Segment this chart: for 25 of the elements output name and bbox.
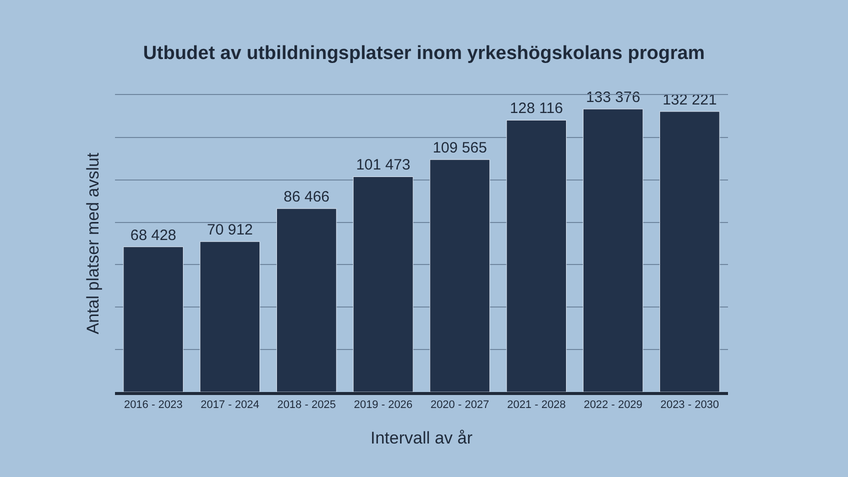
x-tick-label: 2018 - 2025: [277, 399, 336, 412]
bar: [660, 111, 720, 392]
bar: [276, 208, 337, 392]
data-label: 68 428: [130, 226, 176, 244]
x-tick-label: 2023 - 2030: [660, 399, 720, 412]
data-label: 109 565: [432, 140, 487, 157]
x-tick-label: 2021 - 2028: [507, 399, 566, 412]
bar: [353, 176, 414, 392]
bar: [506, 120, 567, 392]
x-tick-label: 2022 - 2029: [584, 399, 642, 412]
x-tick-label: 2020 - 2027: [430, 399, 490, 412]
x-tick-label: 2019 - 2026: [354, 399, 413, 412]
bar: [200, 241, 260, 392]
data-label: 70 912: [206, 222, 253, 239]
x-axis-title: Intervall av år: [370, 428, 473, 448]
data-label: 86 466: [284, 188, 330, 206]
chart-title: Utbudet av utbildningsplatser inom yrkeshögskolans program: [143, 43, 705, 64]
bar: [582, 108, 644, 392]
x-tick-label: 2016 - 2023: [124, 399, 183, 412]
data-label: 101 473: [356, 156, 410, 174]
data-label: 128 116: [510, 100, 563, 118]
x-tick-label: 2017 - 2024: [200, 399, 260, 412]
bar: [123, 246, 184, 392]
bar: [430, 159, 490, 392]
y-axis-title: Antal platser med avslut: [84, 152, 103, 334]
